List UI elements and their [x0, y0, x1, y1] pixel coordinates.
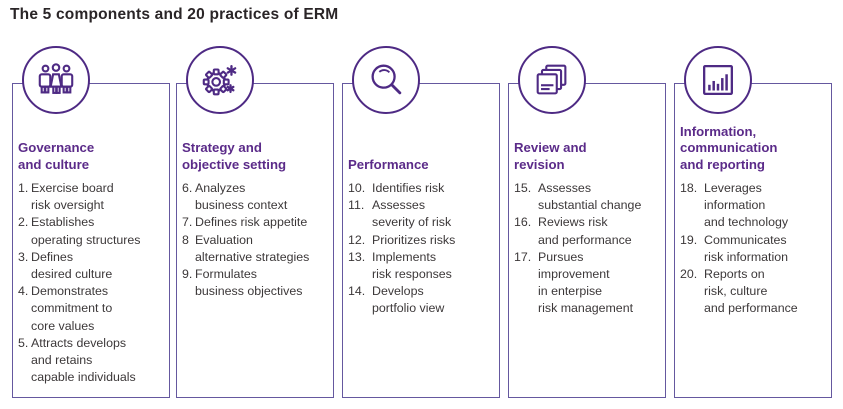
practice-list: 1. Exercise board risk oversight 2. Establ…: [18, 180, 168, 386]
practice-text: Communicates risk information: [704, 232, 789, 264]
practice-item: 3. Defines desired culture: [18, 249, 168, 283]
practice-number: 10.: [348, 181, 366, 195]
column-frame: [12, 83, 170, 398]
practice-item: 1. Exercise board risk oversight: [18, 180, 168, 214]
practice-number: 13.: [348, 249, 366, 264]
practice-text: Pursues improvement in enterpise risk ma…: [538, 249, 634, 316]
practice-item: 11. Assesses severity of risk: [348, 197, 498, 231]
practice-number: 9.: [182, 267, 193, 282]
practice-text: Reviews risk and performance: [538, 215, 632, 247]
practice-text: Identifies risk: [372, 181, 445, 195]
practice-text: Leverages information and technology: [704, 181, 789, 230]
practice-text: Defines desired culture: [31, 249, 113, 282]
practice-number: 2.: [18, 215, 29, 230]
column-frame: [508, 83, 666, 398]
practice-number: 18.: [680, 181, 698, 195]
practice-number: 14.: [348, 284, 366, 299]
practice-list: 15. Assesses substantial change 16. Review…: [514, 180, 664, 318]
column-heading: Performance: [348, 156, 429, 172]
practice-number: 15.: [514, 181, 532, 195]
practice-text: Formulates business objectives: [195, 267, 303, 299]
practice-text: Prioritizes risks: [372, 232, 456, 247]
practice-text: Exercise board risk oversight: [31, 181, 114, 213]
practice-number: 16.: [514, 215, 532, 230]
practice-item: 15. Assesses substantial change: [514, 180, 664, 214]
column-information-communication: Information, communication and reporting…: [674, 46, 832, 398]
icon-circle: [684, 46, 752, 114]
column-governance-culture: Governance and culture 1. Exercise board …: [12, 46, 170, 398]
practice-item: 4. Demonstrates commitment to core values: [18, 283, 168, 335]
magnifier-icon: [365, 59, 407, 101]
practice-item: 2. Establishes operating structures: [18, 214, 168, 248]
practice-item: 18. Leverages information and technology: [680, 180, 830, 232]
gear-sparkles-icon: [199, 59, 241, 101]
practice-item: 17. Pursues improvement in enterpise risk…: [514, 249, 664, 318]
practice-number: 20.: [680, 267, 698, 282]
practice-item: 12. Prioritizes risks: [348, 232, 498, 249]
practice-list: 10. Identifies risk 11. Assesses severity …: [348, 180, 498, 318]
practice-number: 17.: [514, 249, 532, 264]
column-frame: [176, 83, 334, 398]
practice-text: Implements risk responses: [372, 249, 452, 282]
icon-circle: [352, 46, 420, 114]
practice-number: 5.: [18, 335, 29, 350]
people-group-icon: [35, 59, 77, 101]
practice-item: 13. Implements risk responses: [348, 249, 498, 283]
page-title: The 5 components and 20 practices of ERM: [10, 6, 339, 23]
practice-list: 18. Leverages information and technology …: [680, 180, 830, 318]
practice-text: Develops portfolio view: [372, 284, 445, 316]
practice-text: Reports on risk, culture and performance: [704, 267, 798, 316]
icon-circle: [186, 46, 254, 114]
practice-item: 20. Reports on risk, culture and performa…: [680, 266, 830, 318]
practice-number: 8: [182, 232, 189, 247]
practice-text: Evaluation alternative strategies: [195, 232, 310, 264]
practice-text: Demonstrates commitment to core values: [31, 284, 113, 333]
practice-number: 7.: [182, 215, 193, 230]
practice-item: 10. Identifies risk: [348, 180, 498, 197]
column-heading: Review and revision: [514, 140, 587, 172]
practice-text: Defines risk appetite: [195, 215, 308, 230]
practice-item: 5. Attracts develops and retains capable …: [18, 335, 168, 387]
practice-text: Establishes operating structures: [31, 215, 141, 247]
column-heading: Information, communication and reporting: [680, 123, 778, 172]
column-frame: [674, 83, 832, 398]
icon-circle: [22, 46, 90, 114]
practice-number: 3.: [18, 249, 29, 264]
practice-text: Assesses substantial change: [538, 181, 642, 213]
practice-item: 8 Evaluation alternative strategies: [182, 232, 332, 266]
practice-item: 9. Formulates business objectives: [182, 266, 332, 300]
practice-item: 14. Develops portfolio view: [348, 283, 498, 317]
practice-number: 19.: [680, 232, 698, 247]
practice-item: 6. Analyzes business context: [182, 180, 332, 214]
practice-number: 12.: [348, 232, 366, 247]
practice-text: Analyzes business context: [195, 181, 288, 213]
practice-item: 7. Defines risk appetite: [182, 214, 332, 231]
bar-chart-icon: [697, 59, 739, 101]
practice-number: 1.: [18, 181, 29, 195]
icon-circle: [518, 46, 586, 114]
stacked-documents-icon: [531, 59, 573, 101]
practice-number: 6.: [182, 181, 193, 195]
column-frame: [342, 83, 500, 398]
practice-text: Attracts develops and retains capable in…: [31, 335, 136, 385]
column-strategy-objective: Strategy and objective setting 6. Analyze…: [176, 46, 334, 398]
column-performance: Performance 10. Identifies risk 11. Assess…: [342, 46, 500, 398]
practice-text: Assesses severity of risk: [372, 198, 452, 230]
practice-item: 16. Reviews risk and performance: [514, 214, 664, 248]
practice-number: 4.: [18, 284, 29, 299]
column-heading: Strategy and objective setting: [182, 140, 287, 172]
practice-item: 19. Communicates risk information: [680, 232, 830, 266]
column-heading: Governance and culture: [18, 140, 95, 172]
column-review-revision: Review and revision 15. Assesses substant…: [508, 46, 666, 398]
practice-list: 6. Analyzes business context 7. Defines ri…: [182, 180, 332, 300]
practice-number: 11.: [348, 198, 365, 213]
